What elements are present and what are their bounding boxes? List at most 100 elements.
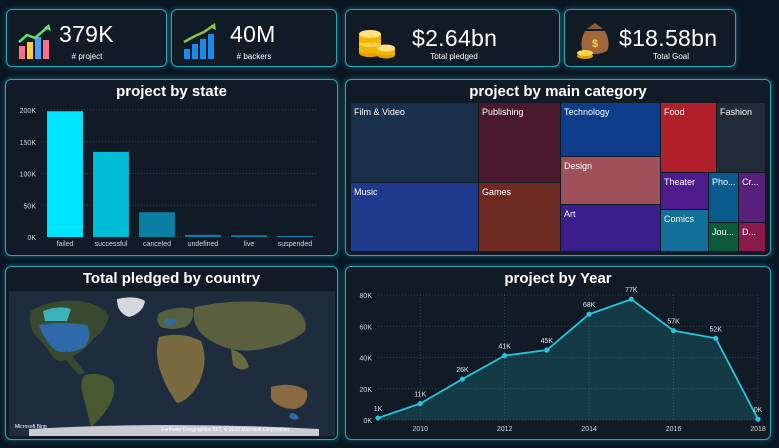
- kpi-label: # project: [71, 52, 103, 61]
- kpi-card-goal: $ $18.58bn Total Goal: [564, 9, 736, 67]
- data-point[interactable]: [544, 347, 550, 353]
- bar[interactable]: [139, 212, 175, 237]
- treemap-label: Technology: [564, 107, 610, 117]
- data-point[interactable]: [375, 415, 381, 421]
- treemap-cell[interactable]: Music: [351, 183, 479, 252]
- kpi-label: # backers: [236, 52, 272, 61]
- data-point[interactable]: [755, 416, 761, 422]
- kpi-value: $2.64bn: [412, 25, 498, 51]
- treemap-cell[interactable]: Film & Video: [351, 103, 479, 183]
- y-tick-label: 150K: [20, 140, 37, 147]
- kpi-card-projects: 379K # project: [6, 9, 167, 67]
- bar-chart-growth-icon: [18, 24, 51, 59]
- treemap-label: Games: [482, 187, 512, 197]
- treemap-label: D...: [742, 227, 757, 237]
- treemap-cell[interactable]: Design: [561, 157, 661, 205]
- treemap-label: Food: [664, 107, 685, 117]
- data-point[interactable]: [417, 400, 423, 407]
- bar-chart-arrow-icon: [183, 23, 216, 59]
- treemap-cell[interactable]: Technology: [561, 103, 661, 157]
- world-map[interactable]: [9, 291, 335, 436]
- y-tick-label: 100K: [20, 172, 37, 179]
- y-tick-label: 60K: [360, 324, 373, 331]
- data-label: 77K: [625, 287, 638, 294]
- bar[interactable]: [47, 111, 83, 237]
- data-label: 52K: [710, 326, 723, 333]
- treemap-cell[interactable]: Jou...: [709, 223, 739, 252]
- bar[interactable]: [93, 151, 129, 237]
- data-label: 11K: [414, 392, 426, 399]
- x-tick-label: 2018: [750, 426, 766, 433]
- data-point[interactable]: [628, 296, 634, 302]
- x-tick-label: undefined: [188, 241, 219, 248]
- treemap-cell[interactable]: Publishing: [479, 103, 561, 183]
- data-point[interactable]: [459, 376, 466, 382]
- treemap-cell[interactable]: D...: [739, 223, 766, 252]
- x-tick-label: successful: [95, 241, 128, 248]
- data-label: 45K: [541, 338, 554, 345]
- kpi-value: 40M: [230, 21, 276, 47]
- data-label: 68K: [583, 302, 596, 309]
- category-treemap-panel: project by main category Film & Video Pub…: [345, 79, 771, 256]
- country-highlight-usa: [39, 323, 90, 353]
- y-tick-label: 0K: [27, 235, 36, 242]
- treemap-label: Fashion: [720, 107, 753, 117]
- y-tick-label: 80K: [360, 293, 373, 300]
- kpi-card-pledged: $2.64bn Total pledged: [345, 9, 560, 67]
- treemap-cell[interactable]: Pho...: [709, 173, 739, 223]
- treemap-cell[interactable]: Games: [479, 183, 561, 252]
- bar[interactable]: [277, 235, 313, 237]
- x-tick-label: live: [244, 241, 255, 248]
- treemap-cell[interactable]: Cr...: [739, 173, 766, 223]
- x-tick-label: 2012: [497, 426, 513, 433]
- treemap-label: Cr...: [742, 177, 759, 187]
- chart-title: project by main category: [469, 83, 647, 100]
- data-label: 57K: [667, 319, 680, 326]
- state-chart-panel: project by state 0K 50K 100K 150K 200K failed…: [5, 79, 338, 256]
- treemap-cell[interactable]: Fashion: [717, 103, 766, 173]
- bar[interactable]: [231, 235, 267, 237]
- y-tick-label: 40K: [360, 356, 373, 363]
- state-bar-chart: 0K 50K 100K 150K 200K failed successful cancele…: [20, 108, 318, 248]
- y-tick-label: 200K: [20, 108, 37, 115]
- data-point[interactable]: [670, 328, 677, 334]
- kpi-value: $18.58bn: [619, 25, 718, 51]
- treemap-label: Art: [564, 209, 576, 219]
- treemap-label: Theater: [664, 177, 696, 187]
- chart-title: project by Year: [504, 270, 612, 287]
- treemap-label: Music: [354, 187, 378, 197]
- data-point[interactable]: [713, 335, 719, 341]
- x-tick-label: canceled: [143, 241, 171, 248]
- year-area-chart: 0K 20K 40K 60K 80K 2010 2012 2014 2016 2018 1K 11K 2…: [360, 287, 766, 433]
- gold-coins-icon: [359, 30, 395, 59]
- treemap-cell[interactable]: Comics: [661, 210, 709, 252]
- treemap-cell[interactable]: Food: [661, 103, 717, 173]
- treemap-cell[interactable]: Art: [561, 205, 661, 252]
- data-label: 26K: [456, 367, 469, 374]
- y-tick-label: 50K: [24, 203, 37, 210]
- data-point[interactable]: [502, 353, 508, 359]
- treemap-cell[interactable]: Theater: [661, 173, 709, 210]
- bar[interactable]: [185, 234, 221, 237]
- y-tick-label: 20K: [360, 387, 373, 394]
- country-highlight-uk: [165, 318, 177, 326]
- treemap-label: Jou...: [712, 227, 735, 237]
- x-tick-label: 2010: [412, 426, 428, 433]
- treemap-label: Design: [564, 161, 593, 171]
- chart-title: Total pledged by country: [82, 270, 261, 287]
- data-point[interactable]: [586, 311, 592, 317]
- kpi-value: 379K: [59, 21, 114, 47]
- country-map-panel: Total pledged by country Microsoft Bing …: [5, 266, 338, 440]
- x-tick-label: suspended: [278, 241, 312, 248]
- treemap-label: Pho...: [712, 177, 736, 187]
- category-treemap: Film & Video Publishing Technology Food Fash…: [351, 103, 766, 252]
- country-highlight-canada: [43, 307, 71, 321]
- kpi-label: Total Goal: [652, 52, 690, 61]
- map-credit-bing: Microsoft Bing: [15, 424, 47, 430]
- chart-title: project by state: [116, 83, 227, 100]
- treemap-label: Publishing: [482, 107, 524, 117]
- x-tick-label: 2014: [581, 426, 597, 433]
- data-label: 1K: [374, 406, 383, 413]
- kpi-card-backers: 40M # backers: [171, 9, 337, 67]
- area-fill: [378, 299, 758, 420]
